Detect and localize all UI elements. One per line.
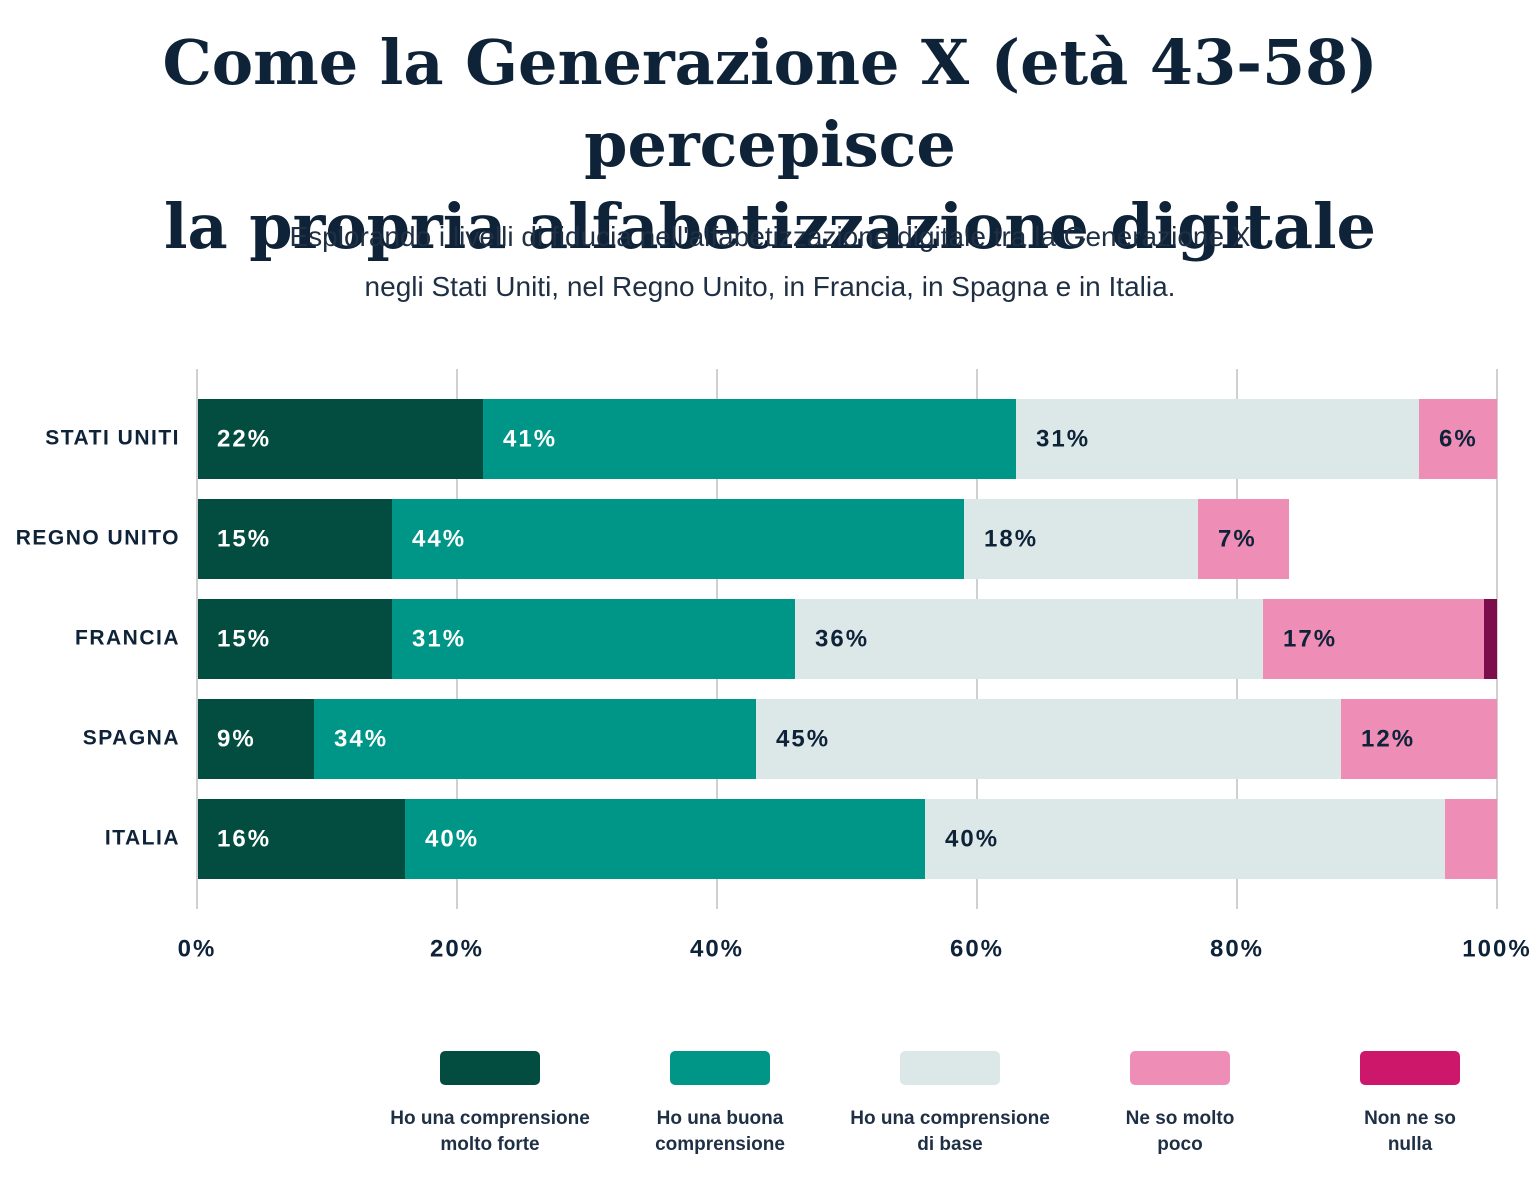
value-label: 6% xyxy=(1439,425,1478,452)
bar-segment xyxy=(483,399,1016,479)
value-label: 41% xyxy=(503,425,557,452)
value-label: 31% xyxy=(1036,425,1090,452)
value-label: 40% xyxy=(425,825,479,852)
value-label: 15% xyxy=(217,625,271,652)
bar-segment xyxy=(925,799,1445,879)
value-label: 40% xyxy=(945,825,999,852)
x-tick-label: 20% xyxy=(430,935,484,962)
legend-swatch xyxy=(900,1051,1000,1085)
bar-segment xyxy=(1198,499,1289,579)
bar-segment xyxy=(392,499,964,579)
x-tick-label: 60% xyxy=(950,935,1004,962)
legend-swatch xyxy=(440,1051,540,1085)
y-tick-label: REGNO UNITO xyxy=(16,527,180,550)
y-tick-label: STATI UNITI xyxy=(45,427,180,450)
value-label: 12% xyxy=(1361,725,1415,752)
value-label: 36% xyxy=(815,625,869,652)
bar-segment xyxy=(197,699,314,779)
value-label: 22% xyxy=(217,425,271,452)
x-tick-label: 0% xyxy=(178,935,217,962)
bar-segment xyxy=(197,399,483,479)
bar-segment xyxy=(1016,399,1419,479)
bar-segment xyxy=(964,499,1198,579)
value-label: 7% xyxy=(1218,525,1257,552)
bar-segment xyxy=(1419,399,1497,479)
value-label: 15% xyxy=(217,525,271,552)
value-label: 17% xyxy=(1283,625,1337,652)
legend-swatch xyxy=(1130,1051,1230,1085)
legend-swatch xyxy=(670,1051,770,1085)
legend-label: Ho una comprensione di base xyxy=(850,1108,1050,1155)
bar-segment xyxy=(1445,799,1497,879)
y-tick-label: ITALIA xyxy=(105,827,180,850)
y-tick-label: FRANCIA xyxy=(75,627,180,650)
chart-title: Come la Generazione X (età 43-58) percep… xyxy=(162,26,1378,263)
value-label: 34% xyxy=(334,725,388,752)
legend-label: Ne so molto poco xyxy=(1125,1108,1235,1155)
bar-segment xyxy=(756,699,1341,779)
value-label: 18% xyxy=(984,525,1038,552)
value-label: 44% xyxy=(412,525,466,552)
x-tick-label: 100% xyxy=(1462,935,1531,962)
bar-segment xyxy=(405,799,925,879)
legend-label: Ho una comprensione molto forte xyxy=(390,1108,590,1155)
legend-label: Ho una buona comprensione xyxy=(655,1108,785,1155)
bar-segment xyxy=(1484,599,1497,679)
bar-segment xyxy=(197,599,392,679)
legend-swatch xyxy=(1360,1051,1460,1085)
bar-segment xyxy=(197,499,392,579)
bar-segment xyxy=(1263,599,1484,679)
value-label: 9% xyxy=(217,725,256,752)
bar-segment xyxy=(1341,699,1497,779)
x-tick-label: 80% xyxy=(1210,935,1264,962)
legend-label: Non ne so nulla xyxy=(1364,1108,1456,1155)
value-label: 45% xyxy=(776,725,830,752)
bar-segment xyxy=(197,799,405,879)
value-label: 16% xyxy=(217,825,271,852)
chart-subtitle: Esplorando i livelli di fiducia nell'alf… xyxy=(289,221,1251,302)
y-tick-label: SPAGNA xyxy=(83,727,180,750)
bar-segment xyxy=(392,599,795,679)
bar-segment xyxy=(795,599,1263,679)
bar-segment xyxy=(314,699,756,779)
x-tick-label: 40% xyxy=(690,935,744,962)
value-label: 31% xyxy=(412,625,466,652)
